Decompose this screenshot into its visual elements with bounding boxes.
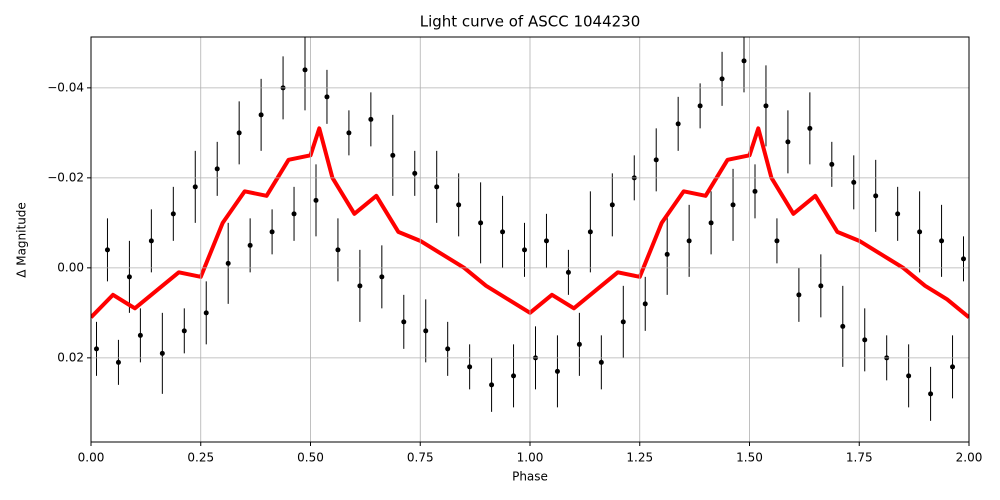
data-point: [741, 58, 747, 64]
data-point: [785, 139, 791, 145]
data-point: [445, 346, 451, 352]
x-tick-label: 1.00: [517, 451, 544, 465]
data-point: [368, 116, 374, 122]
x-tick-label: 0.00: [78, 451, 105, 465]
data-point: [192, 184, 198, 190]
data-point: [939, 238, 945, 244]
data-point: [807, 125, 813, 131]
data-point: [522, 247, 528, 253]
data-point: [609, 202, 615, 208]
x-axis-label: Phase: [512, 470, 548, 484]
data-point: [203, 310, 209, 316]
data-point: [697, 103, 703, 109]
data-point: [774, 238, 780, 244]
data-point: [93, 346, 99, 352]
data-point: [851, 179, 857, 185]
chart-title: Light curve of ASCC 1044230: [420, 13, 641, 31]
x-tick-label: 1.25: [626, 451, 653, 465]
data-point: [379, 274, 385, 280]
data-point: [576, 341, 582, 347]
data-point: [598, 359, 604, 365]
data-point: [390, 152, 396, 158]
data-point: [752, 188, 758, 194]
data-point: [543, 238, 549, 244]
data-point: [324, 94, 330, 100]
data-point: [675, 121, 681, 127]
data-point: [434, 184, 440, 190]
data-point: [796, 292, 802, 298]
data-point: [554, 368, 560, 374]
data-point: [104, 247, 110, 253]
data-point: [511, 373, 517, 379]
data-point: [467, 364, 473, 370]
data-point: [730, 202, 736, 208]
data-point: [587, 229, 593, 235]
data-point: [489, 382, 495, 388]
data-point: [895, 211, 901, 217]
data-point: [818, 283, 824, 289]
y-axis-label: Δ Magnitude: [15, 202, 29, 278]
data-point: [719, 76, 725, 82]
data-point: [829, 161, 835, 167]
data-point: [401, 319, 407, 325]
data-point: [214, 166, 220, 172]
data-point: [269, 229, 275, 235]
data-point: [686, 238, 692, 244]
data-point: [961, 256, 967, 262]
data-point: [357, 283, 363, 289]
data-point: [159, 350, 165, 356]
data-point: [500, 229, 506, 235]
data-point: [478, 220, 484, 226]
data-point: [335, 247, 341, 253]
data-point: [423, 328, 429, 334]
x-tick-label: 1.50: [736, 451, 763, 465]
x-tick-label: 0.50: [297, 451, 324, 465]
data-point: [906, 373, 912, 379]
data-point: [708, 220, 714, 226]
y-tick-label: −0.04: [47, 80, 84, 94]
x-tick-label: 0.75: [407, 451, 434, 465]
data-point: [873, 193, 879, 199]
data-point: [763, 103, 769, 109]
data-point: [620, 319, 626, 325]
data-point: [137, 332, 143, 338]
data-point: [862, 337, 868, 343]
y-tick-label: −0.02: [47, 170, 84, 184]
data-point: [225, 260, 231, 266]
data-point: [247, 242, 253, 248]
data-point: [170, 211, 176, 217]
data-point: [664, 251, 670, 257]
data-point: [412, 170, 418, 176]
data-point: [313, 197, 319, 203]
data-point: [181, 328, 187, 334]
plot-frame: [90, 36, 970, 443]
data-point: [950, 364, 956, 370]
data-point: [917, 229, 923, 235]
plot-area: [91, 37, 969, 421]
data-point: [126, 274, 132, 280]
x-tick-label: 0.25: [187, 451, 214, 465]
data-point: [928, 391, 934, 397]
x-tick-label: 2.00: [956, 451, 983, 465]
data-point: [565, 269, 571, 275]
data-point: [840, 323, 846, 329]
data-point: [642, 301, 648, 307]
data-point: [456, 202, 462, 208]
data-point: [653, 157, 659, 163]
data-point: [115, 359, 121, 365]
data-point: [302, 67, 308, 73]
x-tick-label: 1.75: [846, 451, 873, 465]
data-point: [291, 211, 297, 217]
data-point: [346, 130, 352, 136]
data-point: [148, 238, 154, 244]
y-tick-label: 0.02: [57, 350, 84, 364]
data-point: [236, 130, 242, 136]
y-tick-label: 0.00: [57, 260, 84, 274]
data-point: [258, 112, 264, 118]
